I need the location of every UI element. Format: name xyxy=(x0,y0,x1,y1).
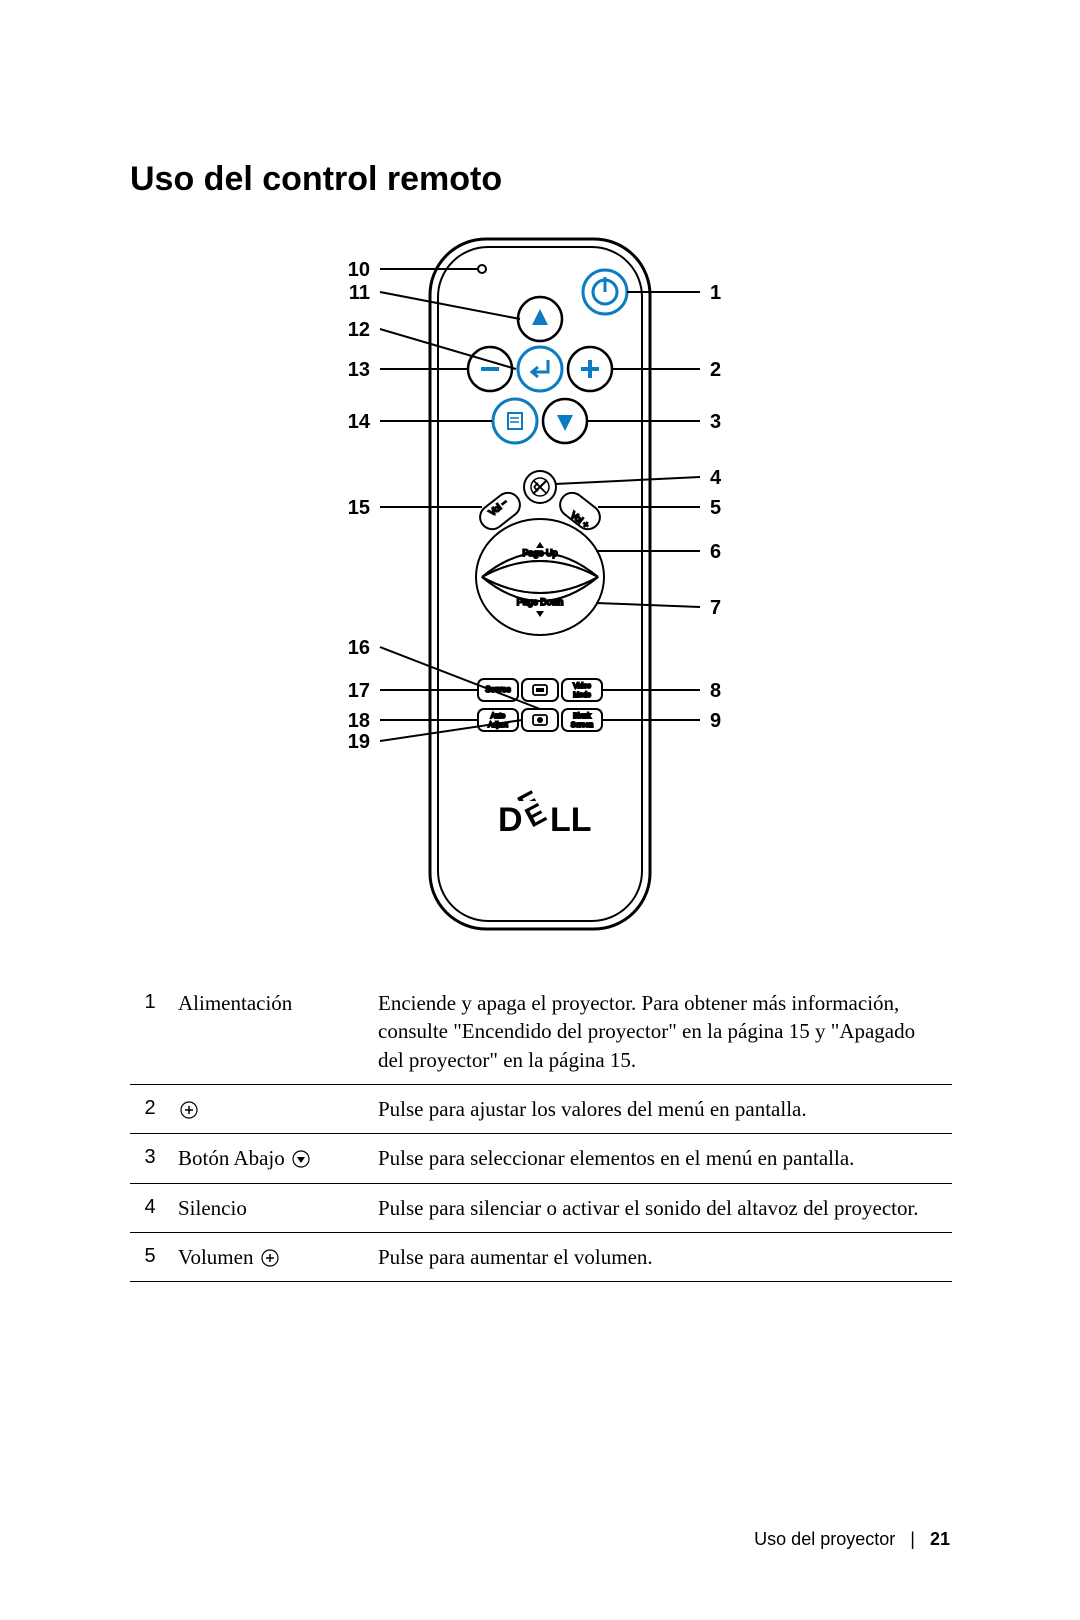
svg-text:LL: LL xyxy=(550,801,592,839)
svg-text:16: 16 xyxy=(348,637,370,659)
svg-text:Auto: Auto xyxy=(491,713,506,720)
svg-text:11: 11 xyxy=(349,282,370,304)
svg-text:8: 8 xyxy=(710,680,721,702)
footer-page-number: 21 xyxy=(930,1529,950,1549)
svg-text:Video: Video xyxy=(573,683,591,690)
row-name: Alimentación xyxy=(178,979,378,1085)
table-row: 1AlimentaciónEnciende y apaga el proyect… xyxy=(130,979,952,1085)
page-title: Uso del control remoto xyxy=(130,160,950,199)
svg-text:3: 3 xyxy=(710,411,721,433)
row-name xyxy=(178,1085,378,1134)
row-number: 4 xyxy=(130,1183,178,1232)
row-number: 2 xyxy=(130,1085,178,1134)
row-number: 5 xyxy=(130,1233,178,1282)
table-row: 3Botón Abajo Pulse para seleccionar elem… xyxy=(130,1134,952,1183)
row-desc: Pulse para silenciar o activar el sonido… xyxy=(378,1183,952,1232)
page-footer: Uso del proyector | 21 xyxy=(754,1529,950,1550)
svg-text:15: 15 xyxy=(348,497,370,519)
svg-text:D: D xyxy=(498,801,523,839)
svg-text:7: 7 xyxy=(710,597,721,619)
footer-section: Uso del proyector xyxy=(754,1529,895,1549)
svg-text:12: 12 xyxy=(348,319,370,341)
svg-text:2: 2 xyxy=(710,359,721,381)
power-button xyxy=(583,270,627,314)
table-row: 2 Pulse para ajustar los valores del men… xyxy=(130,1085,952,1134)
svg-text:19: 19 xyxy=(348,731,370,753)
remote-svg: Vol − Vol + Page Up Page Down Sour xyxy=(220,229,860,949)
svg-text:Screen: Screen xyxy=(571,722,593,729)
svg-text:6: 6 xyxy=(710,541,721,563)
svg-text:9: 9 xyxy=(710,710,721,732)
table-row: 5Volumen Pulse para aumentar el volumen. xyxy=(130,1233,952,1282)
row-number: 3 xyxy=(130,1134,178,1183)
page-up-label: Page Up xyxy=(522,548,557,558)
row-name: Volumen xyxy=(178,1233,378,1282)
svg-text:5: 5 xyxy=(710,497,721,519)
row-name: Botón Abajo xyxy=(178,1134,378,1183)
page-down-label: Page Down xyxy=(517,597,564,607)
svg-text:13: 13 xyxy=(348,359,370,381)
row-desc: Enciende y apaga el proyector. Para obte… xyxy=(378,979,952,1085)
svg-text:17: 17 xyxy=(348,680,370,702)
svg-text:10: 10 xyxy=(348,259,370,281)
table-row: 4SilencioPulse para silenciar o activar … xyxy=(130,1183,952,1232)
legend-table: 1AlimentaciónEnciende y apaga el proyect… xyxy=(130,979,952,1282)
row-name: Silencio xyxy=(178,1183,378,1232)
row-desc: Pulse para ajustar los valores del menú … xyxy=(378,1085,952,1134)
row-desc: Pulse para aumentar el volumen. xyxy=(378,1233,952,1282)
svg-text:1: 1 xyxy=(710,282,721,304)
svg-text:18: 18 xyxy=(348,710,370,732)
remote-diagram: Vol − Vol + Page Up Page Down Sour xyxy=(130,229,950,949)
mute-button xyxy=(524,471,556,503)
svg-text:Blank: Blank xyxy=(573,713,591,720)
row-desc: Pulse para seleccionar elementos en el m… xyxy=(378,1134,952,1183)
row-number: 1 xyxy=(130,979,178,1085)
svg-text:4: 4 xyxy=(710,467,722,489)
svg-text:Mode: Mode xyxy=(573,692,591,699)
svg-text:14: 14 xyxy=(348,411,371,433)
